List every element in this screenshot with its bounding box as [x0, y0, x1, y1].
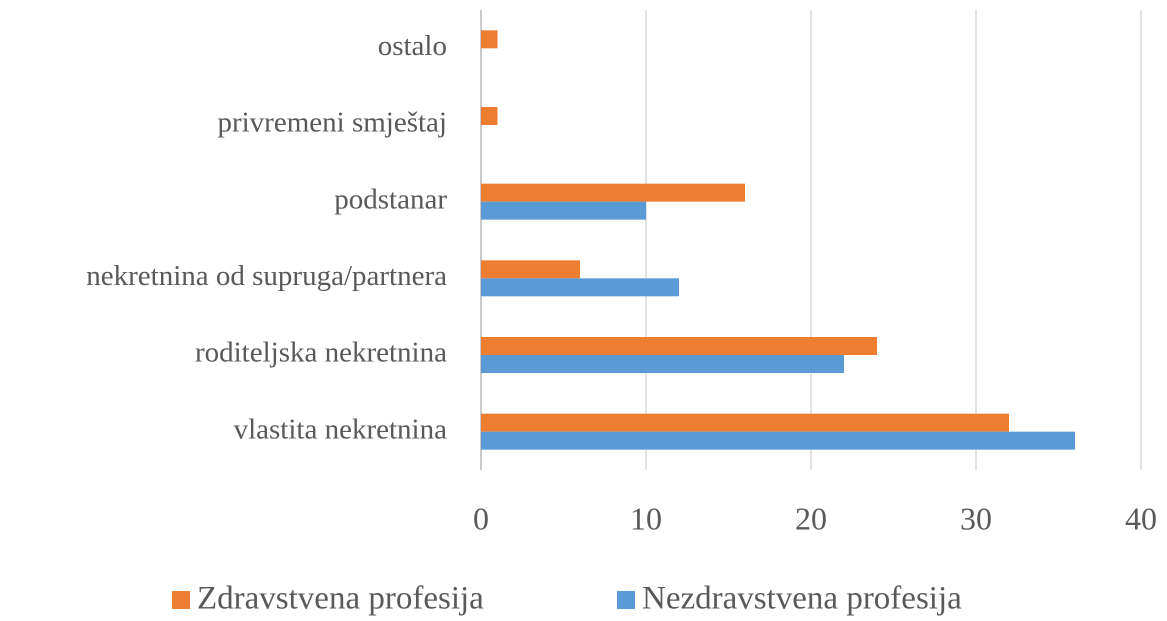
bar [481, 337, 877, 355]
y-tick-label: roditeljska nekretnina [195, 337, 447, 369]
legend-swatch [172, 591, 190, 609]
bar [481, 107, 498, 125]
y-tick-label: privremeni smještaj [217, 107, 447, 139]
legend-label: Nezdravstvena profesija [642, 581, 962, 617]
y-tick-label: vlastita nekretnina [234, 413, 448, 445]
bar [481, 278, 679, 297]
bar [481, 30, 498, 49]
bar [481, 355, 844, 373]
legend-swatch [617, 591, 635, 609]
bar [481, 201, 646, 220]
bar [481, 413, 1009, 432]
legend-label: Zdravstvena profesija [197, 581, 484, 617]
bar [481, 260, 580, 279]
x-tick-label: 10 [630, 500, 662, 536]
y-tick-label: nekretnina od supruga/partnera [86, 260, 447, 292]
y-tick-label: podstanar [334, 183, 447, 215]
x-tick-label: 0 [473, 500, 489, 536]
x-tick-label: 30 [960, 500, 992, 536]
x-tick-label: 40 [1125, 500, 1157, 536]
y-tick-label: ostalo [378, 30, 447, 62]
bar [481, 431, 1075, 450]
x-tick-label: 20 [795, 500, 827, 536]
bar [481, 183, 745, 202]
